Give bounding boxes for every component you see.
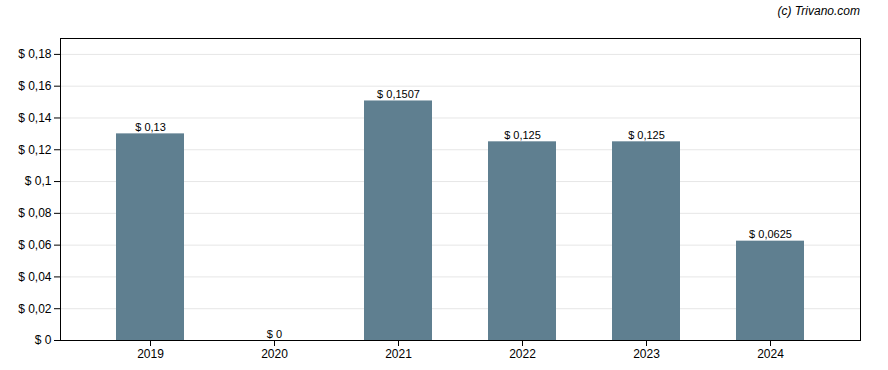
svg-text:$ 0: $ 0: [267, 328, 282, 340]
svg-text:2023: 2023: [633, 347, 660, 361]
svg-text:$ 0,14: $ 0,14: [18, 111, 52, 125]
svg-text:$ 0,13: $ 0,13: [135, 121, 166, 133]
svg-text:$ 0,16: $ 0,16: [18, 79, 52, 93]
svg-text:$ 0,12: $ 0,12: [18, 143, 52, 157]
svg-text:$ 0,0625: $ 0,0625: [749, 228, 792, 240]
svg-text:$ 0,06: $ 0,06: [18, 238, 52, 252]
svg-text:$ 0,125: $ 0,125: [504, 129, 541, 141]
svg-text:$ 0,125: $ 0,125: [628, 129, 665, 141]
svg-text:2022: 2022: [509, 347, 536, 361]
svg-text:$ 0,08: $ 0,08: [18, 206, 52, 220]
svg-text:2020: 2020: [261, 347, 288, 361]
svg-text:2024: 2024: [757, 347, 784, 361]
svg-text:2019: 2019: [137, 347, 164, 361]
svg-text:$ 0,1507: $ 0,1507: [377, 88, 420, 100]
svg-text:$ 0: $ 0: [35, 333, 52, 347]
html-text:(c) Trivano.com: (c) Trivano.com: [777, 4, 860, 18]
svg-text:$ 0,04: $ 0,04: [18, 270, 52, 284]
svg-text:2021: 2021: [385, 347, 412, 361]
svg-text:$ 0,18: $ 0,18: [18, 47, 52, 61]
svg-text:$ 0,1: $ 0,1: [25, 174, 52, 188]
svg-text:$ 0,02: $ 0,02: [18, 302, 52, 316]
